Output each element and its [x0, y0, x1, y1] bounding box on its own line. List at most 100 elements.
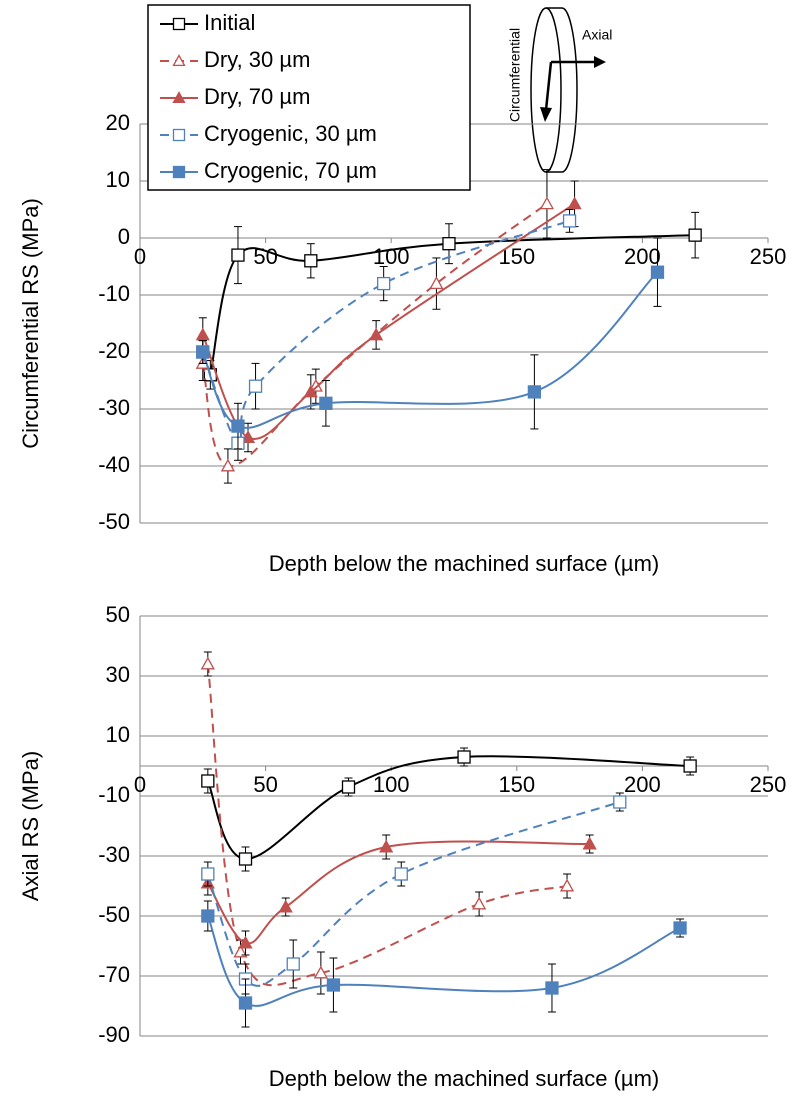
disk-edge	[561, 7, 578, 173]
annotation: Circumferential	[507, 28, 523, 122]
marker	[394, 867, 408, 881]
marker	[688, 228, 702, 242]
marker	[304, 254, 318, 268]
marker	[201, 867, 215, 881]
y-tick-label: 10	[106, 722, 130, 747]
marker	[379, 839, 394, 853]
marker	[195, 327, 210, 341]
y-tick-label: -40	[98, 452, 130, 477]
legend-marker	[172, 91, 186, 104]
series-line	[206, 663, 568, 987]
marker	[613, 795, 627, 809]
marker	[341, 780, 356, 794]
series-line	[201, 271, 659, 429]
y-tick-label: 10	[106, 167, 130, 192]
y-tick-label: -50	[98, 902, 130, 927]
annotation: Axial	[582, 27, 612, 43]
marker	[220, 458, 236, 472]
y-tick-label: 50	[106, 602, 130, 627]
legend-marker	[172, 128, 186, 142]
circumferential-arrow	[544, 61, 553, 111]
marker	[562, 214, 577, 228]
marker	[286, 957, 300, 971]
x-tick-label: 150	[498, 244, 535, 269]
marker	[582, 836, 597, 850]
x-tick-label: 50	[253, 772, 277, 797]
marker	[545, 981, 559, 995]
y-tick-label: -70	[98, 962, 130, 987]
marker	[238, 935, 253, 949]
marker	[238, 996, 253, 1010]
marker	[527, 385, 542, 399]
marker	[231, 419, 245, 433]
x-tick-label: 200	[624, 772, 661, 797]
y-axis-title: Circumferential RS (MPa)	[18, 198, 43, 449]
x-tick-label: 0	[134, 772, 146, 797]
marker	[240, 430, 256, 443]
marker	[200, 656, 215, 670]
y-tick-label: -20	[98, 338, 130, 363]
x-tick-label: 250	[750, 244, 787, 269]
marker	[377, 276, 391, 291]
inset-diagram: Circumferential Axial	[507, 7, 612, 173]
disk-shape	[530, 7, 562, 173]
legend-marker	[172, 17, 186, 31]
marker	[201, 774, 215, 788]
marker	[313, 965, 328, 979]
legend-marker	[172, 165, 186, 179]
series-line	[206, 840, 590, 945]
marker	[303, 384, 318, 398]
x-tick-label: 150	[498, 772, 535, 797]
marker	[650, 265, 665, 279]
legend-label: Dry, 70 µm	[204, 84, 310, 109]
series-line	[201, 219, 570, 445]
series-line	[206, 801, 621, 987]
series-line	[206, 915, 681, 1007]
y-tick-label: 30	[106, 662, 130, 687]
marker	[233, 944, 248, 958]
marker	[683, 759, 697, 773]
x-tick-label: 100	[373, 772, 410, 797]
legend-label: Initial	[204, 10, 255, 35]
y-tick-label: -30	[98, 395, 130, 420]
marker	[442, 237, 456, 251]
legend-marker	[172, 54, 186, 67]
marker	[539, 196, 555, 210]
y-tick-label: -10	[98, 281, 130, 306]
y-tick-label: 20	[106, 110, 130, 135]
x-tick-label: 250	[750, 772, 787, 797]
y-tick-label: -50	[98, 509, 130, 534]
marker	[238, 852, 253, 866]
y-tick-label: -30	[98, 842, 130, 867]
series-line	[201, 202, 576, 441]
marker	[673, 921, 687, 935]
marker	[429, 276, 444, 290]
x-tick-label: 200	[624, 244, 661, 269]
marker	[559, 878, 575, 892]
legend-label: Dry, 30 µm	[204, 47, 310, 72]
y-tick-label: -10	[98, 782, 130, 807]
marker	[201, 909, 215, 923]
legend-label: Cryogenic, 70 µm	[204, 158, 377, 183]
y-axis-title: Axial RS (MPa)	[18, 751, 43, 901]
marker	[319, 396, 333, 410]
marker	[567, 196, 582, 210]
marker	[457, 750, 471, 764]
marker	[369, 327, 384, 341]
marker	[326, 978, 341, 992]
y-tick-label: -90	[98, 1022, 130, 1047]
x-axis-title: Depth below the machined surface (µm)	[269, 551, 660, 576]
arrow-head	[594, 56, 606, 68]
x-tick-label: 0	[134, 244, 146, 269]
arrow-head	[540, 107, 552, 122]
y-tick-label: 0	[118, 224, 130, 249]
series-line	[206, 755, 691, 861]
marker	[472, 896, 487, 910]
marker	[278, 899, 293, 913]
series-line	[209, 234, 696, 376]
legend-box	[147, 4, 471, 191]
marker	[196, 345, 210, 359]
x-axis-title: Depth below the machined surface (µm)	[269, 1066, 660, 1091]
marker	[248, 379, 263, 393]
